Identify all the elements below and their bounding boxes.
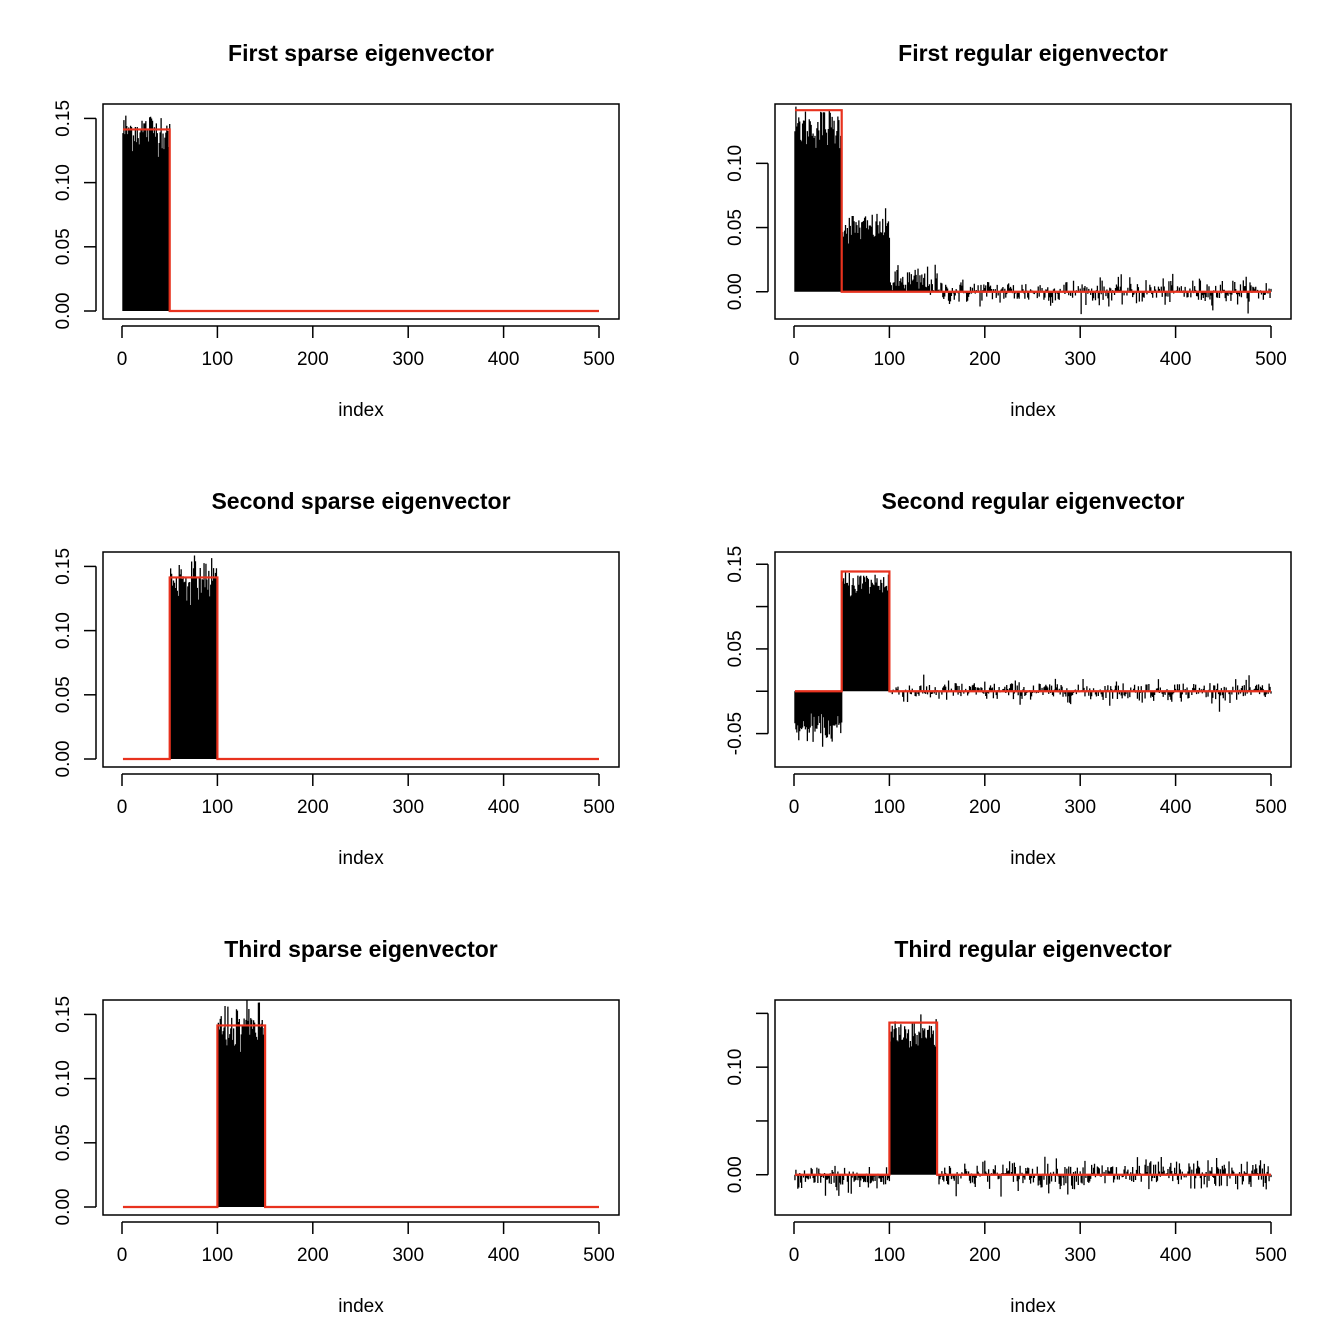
chart-data-area bbox=[794, 1014, 1272, 1197]
y-tick-label: 0.05 bbox=[725, 630, 746, 667]
y-tick-label: 0.05 bbox=[53, 676, 74, 713]
eigenvector-lines bbox=[170, 555, 219, 759]
chart-panel-3: Second sparse eigenvector 0 100 200 300 400 50… bbox=[53, 488, 620, 869]
true-eigenvector-step bbox=[794, 570, 1271, 693]
y-tick-label: 0.05 bbox=[725, 209, 746, 246]
y-tick-label: 0.15 bbox=[53, 100, 74, 137]
x-tick-label: 300 bbox=[392, 1245, 424, 1266]
x-tick-label: 300 bbox=[392, 797, 424, 818]
x-tick-label: 300 bbox=[1064, 349, 1096, 370]
plot-frame bbox=[774, 103, 1292, 320]
x-tick-label: 500 bbox=[583, 1245, 615, 1266]
y-tick-label: 0.15 bbox=[53, 548, 74, 585]
plot-frame bbox=[102, 551, 620, 768]
x-tick-label: 300 bbox=[1064, 797, 1096, 818]
x-tick-label: 100 bbox=[874, 797, 906, 818]
eigenvector-lines bbox=[794, 571, 1272, 747]
chart-title: First regular eigenvector bbox=[898, 40, 1168, 66]
x-tick-label: 400 bbox=[488, 797, 520, 818]
x-tick-label: 500 bbox=[1255, 349, 1287, 370]
x-tick-label: 0 bbox=[789, 797, 800, 818]
chart-panel-6: Third regular eigenvector 0 100 200 300 400 50… bbox=[725, 936, 1292, 1317]
eigenvector-lines bbox=[122, 115, 171, 311]
x-axis-label: index bbox=[338, 848, 384, 869]
x-tick-label: 200 bbox=[969, 1245, 1001, 1266]
x-tick-label: 400 bbox=[488, 1245, 520, 1266]
y-tick-label: 0.15 bbox=[725, 546, 746, 583]
y-tick-label: 0.10 bbox=[53, 1060, 74, 1097]
x-axis-label: index bbox=[1010, 1296, 1056, 1317]
x-tick-label: 200 bbox=[297, 797, 329, 818]
chart-panel-4: Second regular eigenvector 0 100 200 300 400 5… bbox=[725, 488, 1292, 869]
x-tick-label: 200 bbox=[969, 797, 1001, 818]
x-tick-label: 0 bbox=[117, 349, 128, 370]
chart-data-area bbox=[794, 106, 1272, 315]
x-tick-label: 400 bbox=[488, 349, 520, 370]
plot-frame bbox=[102, 999, 620, 1216]
true-eigenvector-step bbox=[794, 109, 1271, 293]
y-tick-label: 0.10 bbox=[53, 612, 74, 649]
chart-title: Third regular eigenvector bbox=[894, 936, 1171, 962]
x-tick-label: 100 bbox=[202, 797, 234, 818]
true-eigenvector-step bbox=[122, 1024, 599, 1209]
y-tick-label: 0.00 bbox=[53, 293, 74, 330]
x-tick-label: 400 bbox=[1160, 797, 1192, 818]
plot-frame bbox=[774, 551, 1292, 768]
x-tick-label: 200 bbox=[969, 349, 1001, 370]
x-tick-label: 0 bbox=[789, 1245, 800, 1266]
x-tick-label: 0 bbox=[117, 797, 128, 818]
true-eigenvector-step bbox=[122, 128, 599, 313]
eigenvector-lines bbox=[794, 1014, 1272, 1197]
y-tick-label: 0.00 bbox=[725, 1156, 746, 1193]
y-tick-label: -0.05 bbox=[725, 712, 746, 755]
y-tick-label: 0.00 bbox=[53, 1189, 74, 1226]
x-axis-label: index bbox=[1010, 848, 1056, 869]
eigenvector-lines bbox=[217, 1000, 266, 1207]
x-tick-label: 400 bbox=[1160, 349, 1192, 370]
chart-data-area bbox=[794, 570, 1272, 747]
x-axis-label: index bbox=[338, 1296, 384, 1317]
y-tick-label: 0.10 bbox=[725, 145, 746, 182]
chart-panel-1: First sparse eigenvector 0 100 200 300 400 500… bbox=[53, 40, 620, 421]
x-tick-label: 500 bbox=[1255, 1245, 1287, 1266]
x-tick-label: 100 bbox=[874, 1245, 906, 1266]
chart-title: First sparse eigenvector bbox=[228, 40, 494, 66]
chart-title: Second sparse eigenvector bbox=[211, 488, 510, 514]
y-tick-label: 0.00 bbox=[53, 741, 74, 778]
x-tick-label: 100 bbox=[874, 349, 906, 370]
x-tick-label: 300 bbox=[392, 349, 424, 370]
y-tick-label: 0.05 bbox=[53, 228, 74, 265]
chart-title: Second regular eigenvector bbox=[882, 488, 1185, 514]
x-axis-label: index bbox=[338, 400, 384, 421]
chart-data-area bbox=[122, 555, 599, 761]
plot-frame bbox=[102, 103, 620, 320]
chart-panel-2: First regular eigenvector 0 100 200 300 400 50… bbox=[725, 40, 1292, 421]
chart-panel-5: Third sparse eigenvector 0 100 200 300 400 500… bbox=[53, 936, 620, 1317]
chart-data-area bbox=[122, 1000, 599, 1209]
x-tick-label: 100 bbox=[202, 349, 234, 370]
x-tick-label: 200 bbox=[297, 1245, 329, 1266]
true-eigenvector-step bbox=[794, 1021, 1271, 1176]
y-tick-label: 0.10 bbox=[725, 1049, 746, 1086]
x-tick-label: 100 bbox=[202, 1245, 234, 1266]
plot-frame bbox=[774, 999, 1292, 1216]
x-tick-label: 200 bbox=[297, 349, 329, 370]
x-tick-label: 400 bbox=[1160, 1245, 1192, 1266]
y-tick-label: 0.10 bbox=[53, 164, 74, 201]
x-tick-label: 500 bbox=[583, 797, 615, 818]
true-eigenvector-step bbox=[122, 576, 599, 761]
y-tick-label: 0.05 bbox=[53, 1124, 74, 1161]
chart-data-area bbox=[122, 115, 599, 313]
x-axis-label: index bbox=[1010, 400, 1056, 421]
x-tick-label: 0 bbox=[789, 349, 800, 370]
x-tick-label: 300 bbox=[1064, 1245, 1096, 1266]
x-tick-label: 0 bbox=[117, 1245, 128, 1266]
y-tick-label: 0.15 bbox=[53, 996, 74, 1033]
x-tick-label: 500 bbox=[1255, 797, 1287, 818]
x-tick-label: 500 bbox=[583, 349, 615, 370]
eigenvector-lines bbox=[794, 106, 1272, 315]
y-tick-label: 0.00 bbox=[725, 273, 746, 310]
chart-title: Third sparse eigenvector bbox=[224, 936, 498, 962]
